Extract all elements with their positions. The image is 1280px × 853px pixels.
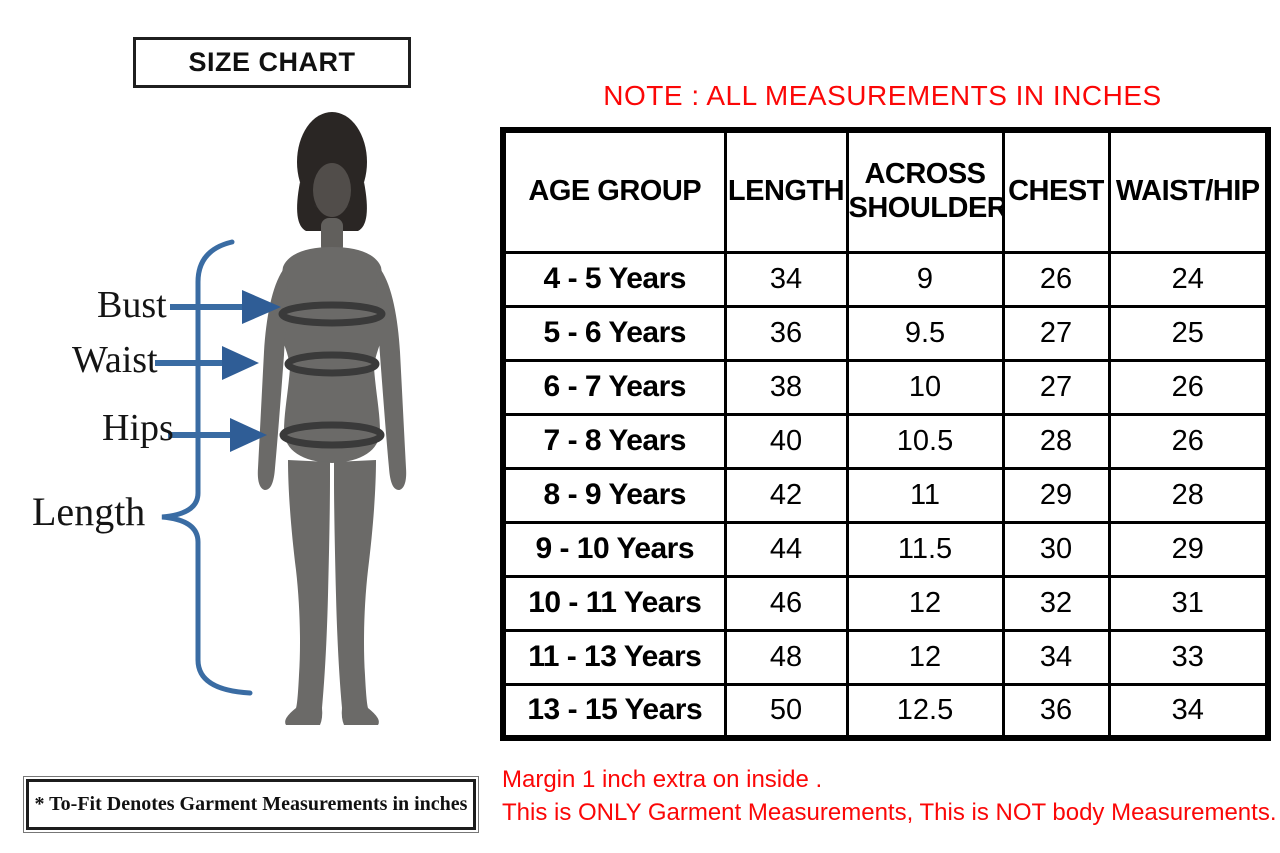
cell-across-shoulder: 11: [845, 466, 1005, 524]
waist-arrow-icon: [155, 346, 259, 380]
figure-left-foot: [285, 708, 323, 725]
cell-chest: 34: [1001, 628, 1111, 686]
cell-across-shoulder: 12: [845, 574, 1005, 632]
margin-note: Margin 1 inch extra on inside .: [502, 766, 823, 793]
cell-length: 36: [723, 304, 849, 362]
cell-age-group: 11 - 13 Years: [501, 628, 727, 686]
label-bust: Bust: [97, 284, 167, 326]
waist-band: [284, 351, 380, 377]
cell-across-shoulder: 10: [845, 358, 1005, 416]
col-header-waist-hip: WAIST/HIP: [1107, 128, 1270, 254]
cell-across-shoulder: 9: [845, 250, 1005, 308]
cell-waist-hip: 31: [1107, 574, 1270, 632]
cell-waist-hip: 33: [1107, 628, 1270, 686]
cell-across-shoulder: 12.5: [845, 682, 1005, 740]
figure-right-arm: [376, 270, 407, 490]
cell-length: 48: [723, 628, 849, 686]
tofit-footnote: * To-Fit Denotes Garment Measurements in…: [34, 793, 468, 815]
table-row: 11 - 13 Years 48 12 34 33: [501, 628, 1270, 686]
table-row: 9 - 10 Years 44 11.5 30 29: [501, 520, 1270, 578]
col-header-chest: CHEST: [1001, 128, 1111, 254]
garment-note: This is ONLY Garment Measurements, This …: [502, 799, 1277, 826]
cell-across-shoulder: 10.5: [845, 412, 1005, 470]
cell-length: 38: [723, 358, 849, 416]
label-length: Length: [32, 489, 146, 534]
cell-age-group: 7 - 8 Years: [501, 412, 727, 470]
cell-length: 42: [723, 466, 849, 524]
col-header-across-shoulder: ACROSS SHOULDER: [845, 128, 1005, 254]
cell-waist-hip: 25: [1107, 304, 1270, 362]
table-row: 6 - 7 Years 38 10 27 26: [501, 358, 1270, 416]
cell-across-shoulder: 11.5: [845, 520, 1005, 578]
header-row: AGE GROUP LENGTH ACROSS SHOULDER CHEST W…: [501, 128, 1270, 254]
col-header-age-group: AGE GROUP: [501, 128, 727, 254]
cell-age-group: 6 - 7 Years: [501, 358, 727, 416]
cell-waist-hip: 29: [1107, 520, 1270, 578]
cell-chest: 28: [1001, 412, 1111, 470]
table-row: 13 - 15 Years 50 12.5 36 34: [501, 682, 1270, 740]
cell-age-group: 10 - 11 Years: [501, 574, 727, 632]
cell-across-shoulder: 12: [845, 628, 1005, 686]
cell-waist-hip: 28: [1107, 466, 1270, 524]
figure-head: [297, 112, 367, 254]
cell-length: 44: [723, 520, 849, 578]
table-row: 5 - 6 Years 36 9.5 27 25: [501, 304, 1270, 362]
cell-chest: 36: [1001, 682, 1111, 740]
label-waist: Waist: [72, 339, 158, 381]
cell-age-group: 9 - 10 Years: [501, 520, 727, 578]
cell-age-group: 4 - 5 Years: [501, 250, 727, 308]
cell-length: 34: [723, 250, 849, 308]
cell-length: 46: [723, 574, 849, 632]
cell-waist-hip: 26: [1107, 412, 1270, 470]
cell-chest: 26: [1001, 250, 1111, 308]
col-header-length: LENGTH: [723, 128, 849, 254]
cell-waist-hip: 34: [1107, 682, 1270, 740]
cell-across-shoulder: 9.5: [845, 304, 1005, 362]
figure-left-leg: [288, 460, 330, 708]
label-hips: Hips: [102, 407, 174, 449]
cell-waist-hip: 26: [1107, 358, 1270, 416]
measurement-bands: [278, 301, 386, 449]
cell-chest: 27: [1001, 304, 1111, 362]
figure-right-leg: [334, 460, 376, 708]
figure-right-foot: [341, 708, 379, 725]
child-silhouette-figure: [155, 112, 407, 725]
hips-band: [279, 421, 385, 449]
cell-waist-hip: 24: [1107, 250, 1270, 308]
bottom-notes: Margin 1 inch extra on inside . This is …: [502, 763, 1277, 829]
size-chart-title: SIZE CHART: [188, 47, 356, 77]
measurements-note: NOTE : ALL MEASUREMENTS IN INCHES: [603, 80, 1162, 111]
tofit-footnote-box: * To-Fit Denotes Garment Measurements in…: [23, 776, 479, 833]
table-row: 10 - 11 Years 46 12 32 31: [501, 574, 1270, 632]
table-row: 8 - 9 Years 42 11 29 28: [501, 466, 1270, 524]
measurement-arrows: [155, 290, 281, 452]
bust-band: [278, 301, 386, 327]
size-table-wrap: AGE GROUP LENGTH ACROSS SHOULDER CHEST W…: [500, 127, 1271, 741]
cell-age-group: 8 - 9 Years: [501, 466, 727, 524]
bust-arrow-icon: [170, 290, 281, 324]
cell-chest: 30: [1001, 520, 1111, 578]
cell-chest: 27: [1001, 358, 1111, 416]
size-table: AGE GROUP LENGTH ACROSS SHOULDER CHEST W…: [500, 127, 1271, 741]
cell-chest: 32: [1001, 574, 1111, 632]
cell-age-group: 13 - 15 Years: [501, 682, 727, 740]
hips-arrow-icon: [168, 418, 267, 452]
length-brace: [161, 239, 253, 696]
cell-age-group: 5 - 6 Years: [501, 304, 727, 362]
cell-length: 50: [723, 682, 849, 740]
size-chart-title-box: SIZE CHART: [133, 37, 411, 88]
table-row: 7 - 8 Years 40 10.5 28 26: [501, 412, 1270, 470]
table-row: 4 - 5 Years 34 9 26 24: [501, 250, 1270, 308]
cell-length: 40: [723, 412, 849, 470]
cell-chest: 29: [1001, 466, 1111, 524]
